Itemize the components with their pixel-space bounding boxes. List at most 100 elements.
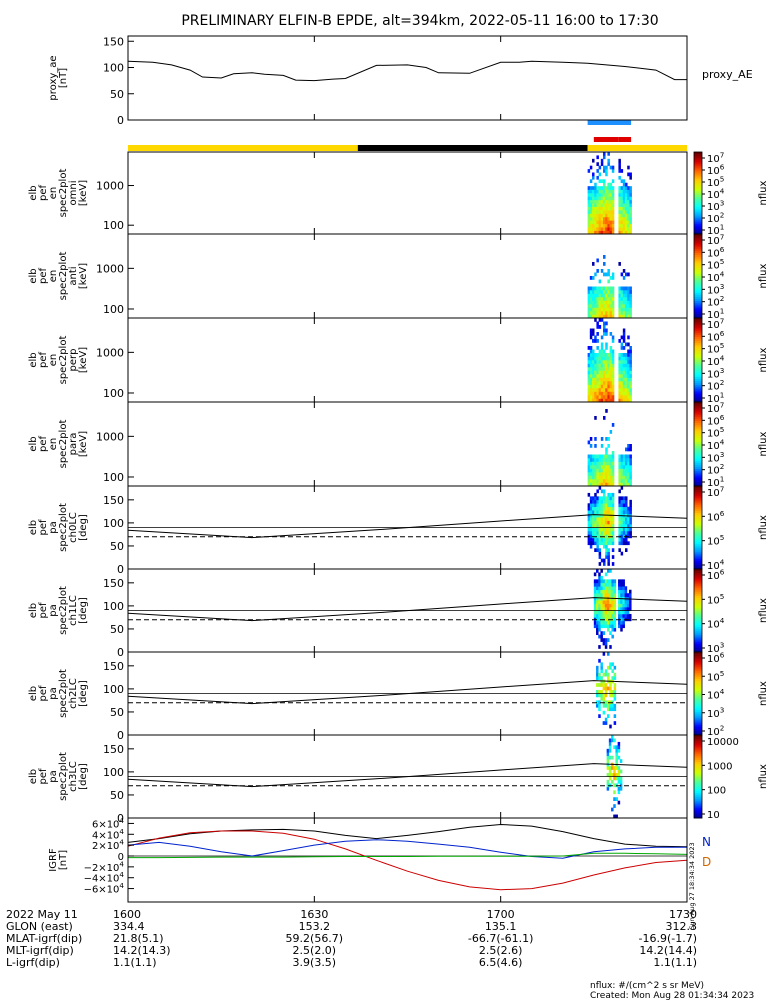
heatmap-cell xyxy=(594,220,597,225)
footer-value: -16.9(-1.7) xyxy=(638,932,697,945)
heatmap-cell xyxy=(617,776,621,781)
colorbar-segment xyxy=(694,604,702,607)
heatmap-cell xyxy=(618,395,621,399)
heatmap-cell xyxy=(605,381,608,385)
heatmap-cell xyxy=(596,582,599,587)
heatmap-cell xyxy=(629,199,632,204)
heatmap-cell xyxy=(620,367,624,371)
heatmap-cell xyxy=(620,499,624,504)
heatmap-cell xyxy=(593,579,597,584)
heatmap-cell xyxy=(613,783,616,788)
heatmap-cell xyxy=(603,381,606,385)
heatmap-cell xyxy=(587,307,591,312)
heatmap-cell xyxy=(605,506,608,511)
heatmap-cell xyxy=(594,363,597,368)
heatmap-cell xyxy=(598,548,602,553)
heatmap-cell xyxy=(607,384,610,389)
colorbar-segment xyxy=(694,496,702,499)
colorbar-tick-label: 103 xyxy=(707,366,724,381)
colorbar-segment xyxy=(694,664,702,668)
heatmap-cell xyxy=(613,610,617,615)
heatmap-cell xyxy=(602,600,606,604)
heatmap-cell xyxy=(627,374,630,378)
heatmap-cell xyxy=(598,230,602,235)
colorbar-segment xyxy=(694,271,702,275)
colorbar-segment xyxy=(694,683,702,686)
heatmap-cell xyxy=(625,468,628,473)
heatmap-cell xyxy=(596,206,599,211)
heatmap-cell xyxy=(596,454,599,459)
heatmap-cell xyxy=(596,196,599,201)
heatmap-cell xyxy=(619,759,623,763)
heatmap-cell xyxy=(625,527,628,532)
heatmap-cell xyxy=(625,496,628,501)
colorbar-segment xyxy=(694,328,702,332)
heatmap-cell xyxy=(592,297,595,301)
heatmap-cell xyxy=(594,541,597,546)
colorbar-segment xyxy=(694,654,702,657)
heatmap-cell xyxy=(622,304,626,308)
footer-value: 1.1(1.1) xyxy=(113,956,157,969)
heatmap-cell xyxy=(618,206,621,211)
heatmap-cell xyxy=(611,779,614,784)
heatmap-cell xyxy=(604,690,608,694)
colorbar-segment xyxy=(694,225,702,229)
heatmap-cell xyxy=(625,189,628,194)
heatmap-cell xyxy=(611,479,615,483)
heatmap-cell xyxy=(607,203,610,207)
heatmap-cell xyxy=(627,199,630,204)
colorbar-segment xyxy=(694,635,702,638)
heatmap-cell xyxy=(598,206,602,211)
heatmap-cell xyxy=(592,370,595,375)
heatmap-cell xyxy=(594,335,597,340)
heatmap-cell xyxy=(600,304,604,308)
colorbar-segment xyxy=(694,629,702,632)
heatmap-cell xyxy=(611,600,614,604)
heatmap-cell xyxy=(625,213,628,218)
heatmap-cell xyxy=(611,276,615,280)
colorbar-segment xyxy=(694,523,702,526)
panel-elb_pef_en_spec2plot_para: elbpefenspec2plotpara[keV] 10001001071061… xyxy=(28,401,769,490)
heatmap-cell xyxy=(607,620,610,625)
heatmap-cell xyxy=(627,213,630,218)
heatmap-cell xyxy=(600,624,603,629)
heatmap-cell xyxy=(593,613,597,618)
heatmap-cell xyxy=(592,541,595,546)
colorbar-segment xyxy=(694,598,702,601)
heatmap-cell xyxy=(603,496,606,501)
colorbar-segment xyxy=(694,618,702,622)
heatmap-cell xyxy=(608,738,612,743)
heatmap-cell xyxy=(627,304,630,308)
heatmap-cell xyxy=(620,353,624,357)
heatmap-cell xyxy=(607,370,610,375)
heatmap-cell xyxy=(618,388,621,392)
heatmap-cell xyxy=(596,290,599,294)
colorbar-segment xyxy=(694,240,702,243)
heatmap-cell xyxy=(600,575,603,580)
heatmap-cell xyxy=(607,613,610,618)
heatmap-cell xyxy=(589,517,593,521)
heatmap-cell xyxy=(607,517,610,521)
heatmap-cell xyxy=(592,210,595,214)
heatmap-cell xyxy=(629,286,632,291)
heatmap-cell xyxy=(594,272,597,277)
heatmap-cell xyxy=(627,216,630,221)
heatmap-cell xyxy=(596,339,599,343)
heatmap-cell xyxy=(620,388,624,392)
heatmap-cell xyxy=(594,286,597,291)
colorbar-segment xyxy=(694,475,702,479)
heatmap-cell xyxy=(613,814,616,819)
heatmap-cell xyxy=(587,363,591,368)
heatmap-cell xyxy=(596,363,599,368)
colorbar-segment xyxy=(694,645,702,649)
heatmap-cell xyxy=(606,748,610,753)
colorbar-segment xyxy=(694,320,702,323)
heatmap-cell xyxy=(609,586,612,591)
heatmap-cell xyxy=(603,262,606,266)
heatmap-cell xyxy=(629,607,632,611)
heatmap-cell xyxy=(619,783,623,788)
y-tick-label: 150 xyxy=(103,35,124,48)
heatmap-cell xyxy=(611,499,615,504)
colorbar-segment xyxy=(694,656,702,659)
heatmap-cell xyxy=(613,613,617,618)
